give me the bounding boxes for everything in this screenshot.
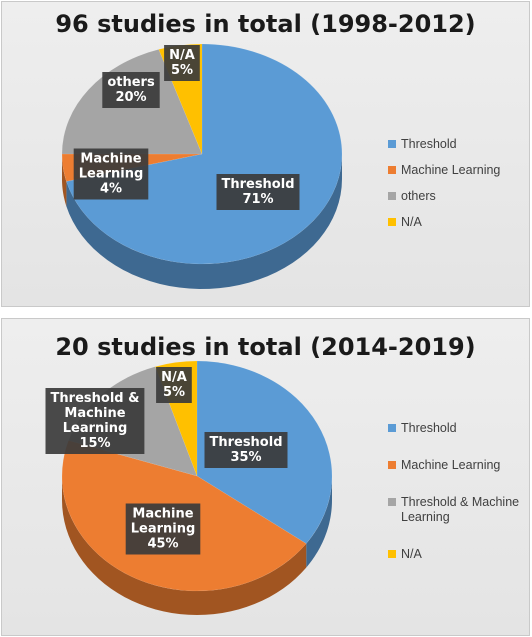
legend-item-threshold: Threshold (388, 137, 528, 152)
legend-swatch (388, 424, 396, 432)
data-label-text: 35% (230, 450, 261, 465)
legend: Threshold Machine Learning others N/A (388, 137, 528, 241)
chart-panel-1998-2012: 96 studies in total (1998-2012) Threshol… (1, 1, 530, 307)
data-label-text: Threshold & (51, 391, 140, 406)
legend-label: Machine Learning (401, 458, 501, 472)
legend-item-n-a: N/A (388, 215, 528, 230)
data-labels: Threshold35%MachineLearning45%Threshold … (45, 367, 288, 555)
legend: Threshold Machine Learning Threshold & Mac… (388, 421, 528, 584)
legend-swatch (388, 192, 396, 200)
legend-item-machine-learning: Machine Learning (388, 163, 528, 178)
data-label-n-a: N/A5% (156, 367, 192, 403)
legend-item-threshold: Threshold (388, 421, 528, 436)
legend-item-threshold-and-machine-learning: Threshold & Machine Learning (388, 495, 528, 525)
legend-swatch (388, 140, 396, 148)
legend-label: Learning (401, 510, 450, 524)
pie-side-threshold (66, 154, 343, 289)
pie-chart: Threshold35%MachineLearning45%Threshold … (45, 360, 333, 615)
data-labels: Threshold71%MachineLearning4%others20%N/… (73, 45, 300, 210)
data-label-text: 4% (100, 182, 122, 197)
legend-swatch (388, 550, 396, 558)
legend-swatch (388, 218, 396, 226)
chart-panel-2014-2019: 20 studies in total (2014-2019) Threshol… (1, 318, 530, 636)
chart-title: 20 studies in total (2014-2019) (55, 333, 476, 361)
pie-side-wall (62, 154, 343, 289)
legend-label: Threshold & Machine (401, 495, 520, 509)
pie-chart: Threshold71%MachineLearning4%others20%N/… (61, 43, 343, 289)
data-label-text: Machine (80, 152, 141, 167)
data-label-text: Learning (63, 421, 128, 436)
legend-label: Threshold (401, 137, 457, 151)
data-label-n-a: N/A5% (164, 45, 200, 81)
pie-side-machine-learning (62, 154, 67, 207)
data-label-text: Machine (64, 406, 125, 421)
legend-item-others: others (388, 189, 528, 204)
data-label-text: N/A (169, 48, 195, 63)
pie-side-machine-learning (62, 476, 307, 615)
pie-side-threshold (306, 476, 332, 568)
legend-item-machine-learning: Machine Learning (388, 458, 528, 473)
pie-side-wall (62, 476, 332, 615)
chart-title: 96 studies in total (1998-2012) (55, 10, 476, 38)
legend-swatch (388, 498, 396, 506)
data-label-text: Learning (131, 522, 196, 537)
data-label-text: Threshold (209, 435, 282, 450)
data-label-text: 15% (79, 436, 110, 451)
data-label-text: N/A (161, 370, 187, 385)
legend-swatch (388, 166, 396, 174)
data-label-text: 5% (163, 385, 185, 400)
data-label-text: 71% (242, 192, 273, 207)
legend-label: N/A (401, 547, 422, 561)
data-label-text: 5% (171, 63, 193, 78)
legend-label: Machine Learning (401, 163, 501, 177)
legend-item-n-a: N/A (388, 547, 528, 562)
legend-label: others (401, 189, 436, 203)
legend-label: N/A (401, 215, 422, 229)
legend-swatch (388, 461, 396, 469)
data-label-text: 45% (147, 537, 178, 552)
data-label-text: Threshold (221, 177, 294, 192)
data-label-text: Learning (79, 167, 144, 182)
legend-label: Threshold (401, 421, 457, 435)
data-label-text: others (107, 75, 155, 90)
data-label-text: Machine (132, 507, 193, 522)
data-label-text: 20% (115, 90, 146, 105)
